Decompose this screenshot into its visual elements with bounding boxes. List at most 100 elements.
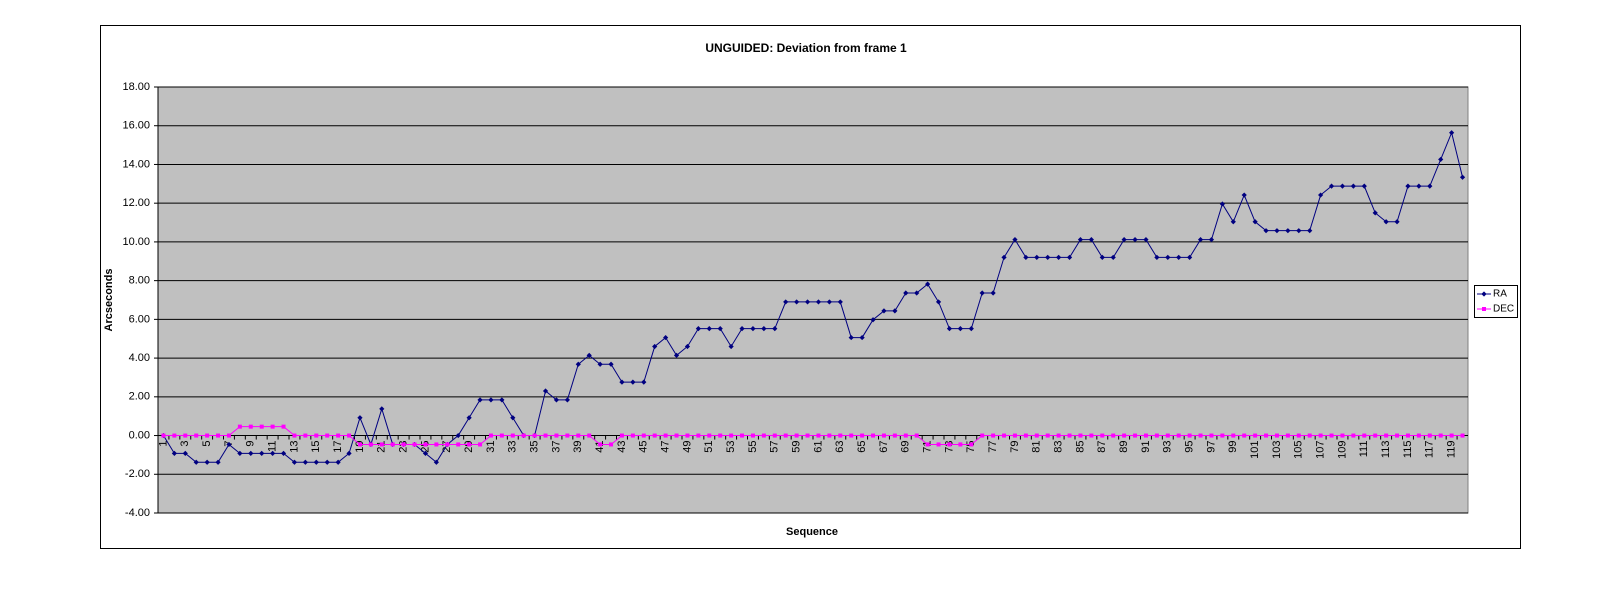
data-point bbox=[925, 442, 930, 447]
data-point bbox=[619, 379, 625, 385]
data-point bbox=[674, 433, 679, 438]
data-point bbox=[1307, 228, 1313, 234]
x-tick-label: 77 bbox=[987, 441, 999, 453]
data-point bbox=[1307, 433, 1312, 438]
data-point bbox=[1066, 254, 1073, 260]
x-tick-label: 95 bbox=[1184, 441, 1196, 453]
y-tick-label: 4.00 bbox=[129, 352, 150, 364]
data-point bbox=[1198, 433, 1203, 438]
x-tick-label: 5 bbox=[201, 441, 213, 447]
data-point bbox=[1034, 254, 1040, 260]
data-point bbox=[172, 433, 177, 438]
data-point bbox=[914, 290, 920, 296]
x-tick-label: 81 bbox=[1031, 441, 1043, 453]
x-tick-label: 35 bbox=[529, 441, 541, 453]
data-point bbox=[794, 433, 799, 438]
x-tick-label: 29 bbox=[463, 441, 475, 453]
data-point bbox=[1328, 183, 1335, 189]
data-point bbox=[1045, 254, 1051, 260]
x-tick-label: 13 bbox=[288, 441, 300, 453]
legend: RA DEC bbox=[1474, 285, 1518, 318]
x-tick-label: 17 bbox=[332, 441, 344, 453]
data-point bbox=[248, 424, 253, 429]
data-point bbox=[467, 442, 472, 447]
legend-label: DEC bbox=[1493, 304, 1514, 315]
data-point bbox=[302, 459, 308, 465]
y-axis-title: Arcseconds bbox=[103, 269, 115, 332]
x-tick-label: 89 bbox=[1118, 441, 1130, 453]
y-tick-label: 16.00 bbox=[122, 120, 150, 132]
data-point bbox=[1088, 236, 1094, 243]
data-point bbox=[695, 326, 701, 332]
x-tick-label: 25 bbox=[419, 441, 431, 453]
data-point bbox=[990, 290, 996, 296]
data-point bbox=[892, 308, 898, 314]
data-point bbox=[597, 361, 603, 367]
data-point bbox=[729, 433, 734, 438]
x-tick-label: 111 bbox=[1358, 441, 1370, 458]
data-point bbox=[422, 450, 429, 456]
data-point bbox=[193, 459, 199, 465]
data-point bbox=[1154, 254, 1160, 260]
data-point bbox=[554, 433, 559, 438]
data-point bbox=[1012, 236, 1018, 243]
data-point bbox=[1373, 433, 1378, 438]
legend-marker bbox=[1481, 291, 1487, 297]
data-point bbox=[816, 433, 821, 438]
data-point bbox=[543, 433, 548, 438]
data-point bbox=[1143, 236, 1149, 243]
data-point bbox=[1176, 433, 1181, 438]
data-point bbox=[324, 459, 330, 465]
data-point bbox=[1372, 210, 1378, 216]
data-point bbox=[1121, 236, 1127, 243]
data-point bbox=[619, 433, 624, 438]
data-point bbox=[1253, 433, 1258, 438]
data-point bbox=[1100, 433, 1105, 438]
data-point bbox=[1067, 433, 1072, 438]
data-point bbox=[750, 433, 755, 438]
data-point bbox=[1427, 183, 1433, 189]
data-point bbox=[1187, 254, 1193, 260]
data-point bbox=[1274, 228, 1280, 234]
x-tick-label: 15 bbox=[310, 441, 322, 453]
data-point bbox=[1034, 433, 1039, 438]
y-tick-label: 18.00 bbox=[122, 81, 150, 93]
data-point bbox=[488, 433, 493, 438]
data-point bbox=[1154, 433, 1159, 438]
data-point bbox=[161, 433, 166, 438]
data-point bbox=[226, 433, 231, 438]
data-point bbox=[1165, 433, 1170, 438]
data-point bbox=[957, 326, 963, 332]
data-point bbox=[1427, 433, 1432, 438]
data-point bbox=[718, 433, 723, 438]
x-tick-label: 33 bbox=[507, 441, 519, 453]
data-point bbox=[575, 361, 581, 367]
legend-marker bbox=[1482, 307, 1486, 311]
data-point bbox=[542, 388, 549, 394]
data-point bbox=[935, 299, 942, 305]
x-tick-label: 83 bbox=[1053, 441, 1065, 453]
y-tick-label: 12.00 bbox=[122, 197, 150, 209]
data-point bbox=[914, 433, 919, 438]
data-point bbox=[717, 326, 723, 332]
data-point bbox=[237, 424, 242, 429]
x-tick-label: 45 bbox=[638, 441, 650, 453]
data-point bbox=[1023, 254, 1029, 260]
data-point bbox=[215, 459, 221, 465]
data-point bbox=[728, 343, 734, 350]
data-point bbox=[1241, 192, 1247, 198]
x-tick-label: 85 bbox=[1074, 441, 1086, 453]
chart-title: UNGUIDED: Deviation from frame 1 bbox=[705, 41, 907, 55]
data-point bbox=[553, 397, 560, 403]
x-tick-label: 73 bbox=[943, 441, 955, 453]
y-tick-label: -2.00 bbox=[125, 468, 150, 480]
data-point bbox=[1197, 236, 1204, 243]
x-tick-label: 87 bbox=[1096, 441, 1108, 453]
data-point bbox=[794, 299, 800, 305]
data-point bbox=[390, 442, 395, 447]
data-point bbox=[1416, 183, 1422, 189]
data-point bbox=[182, 450, 188, 456]
data-point bbox=[313, 459, 319, 465]
data-point bbox=[455, 432, 461, 439]
data-point bbox=[1459, 174, 1466, 180]
